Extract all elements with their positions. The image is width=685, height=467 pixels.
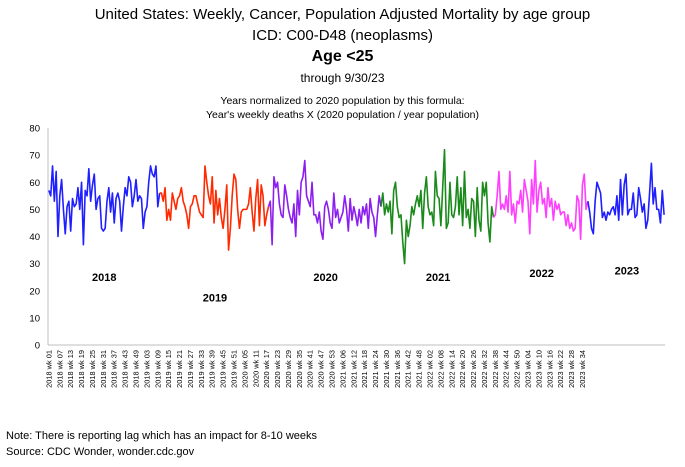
y-tick-label: 40 (29, 232, 40, 243)
x-tick-label: 2020 wk 35 (295, 350, 304, 388)
x-tick-label: 2020 wk 17 (262, 350, 271, 388)
source-note: Source: CDC Wonder, wonder.cdc.gov (6, 446, 195, 458)
normalization-note-1: Years normalized to 2020 population by t… (220, 95, 465, 107)
x-tick-label: 2022 wk 38 (491, 350, 500, 388)
x-tick-label: 2020 wk 05 (240, 350, 249, 388)
y-tick-label: 80 (29, 124, 40, 135)
x-tick-label: 2022 wk 50 (513, 350, 522, 388)
x-tick-label: 2020 wk 47 (317, 350, 326, 388)
chart-subtitle: ICD: C00-D48 (neoplasms) (252, 27, 433, 44)
x-tick-label: 2022 wk 08 (436, 350, 445, 388)
x-tick-label: 2019 wk 33 (197, 350, 206, 388)
x-tick-label: 2021 wk 18 (360, 350, 369, 388)
reporting-lag-note: Note: There is reporting lag which has a… (6, 430, 318, 442)
x-tick-label: 2023 wk 16 (545, 350, 554, 388)
x-tick-label: 2018 wk 25 (88, 350, 97, 388)
series-line-2023 (587, 162, 665, 235)
y-tick-label: 0 (35, 341, 40, 352)
y-tick-label: 10 (29, 313, 40, 324)
x-tick-label: 2023 wk 28 (567, 350, 576, 388)
series-line-2018 (48, 165, 161, 246)
x-tick-label: 2022 wk 44 (502, 350, 511, 388)
x-tick-label: 2023 wk 34 (578, 350, 587, 388)
x-tick-label: 2021 wk 48 (415, 350, 424, 388)
x-tick-label: 2019 wk 51 (230, 350, 239, 388)
x-tick-label: 2020 wk 29 (284, 350, 293, 388)
through-date: through 9/30/23 (300, 71, 385, 85)
x-tick-label: 2022 wk 20 (458, 350, 467, 388)
x-tick-label: 2019 wk 27 (186, 350, 195, 388)
x-tick-label: 2020 wk 23 (273, 350, 282, 388)
y-tick-label: 50 (29, 205, 40, 216)
x-tick-label: 2023 wk 04 (523, 350, 532, 388)
series-line-2019 (159, 165, 270, 251)
year-label-2018: 2018 (92, 272, 116, 284)
x-tick-label: 2020 wk 11 (251, 350, 260, 387)
series-line-2021 (380, 148, 495, 265)
x-tick-label: 2021 wk 30 (382, 350, 391, 388)
year-label-2019: 2019 (203, 293, 227, 305)
x-tick-label: 2018 wk 07 (55, 350, 64, 388)
x-tick-label: 2018 wk 01 (44, 350, 53, 388)
year-label-2023: 2023 (615, 265, 639, 277)
x-tick-label: 2023 wk 22 (556, 350, 565, 388)
x-tick-label: 2019 wk 09 (153, 350, 162, 388)
series-line-2020 (267, 159, 382, 246)
x-tick-label: 2018 wk 49 (132, 350, 141, 388)
x-tick-label: 2018 wk 37 (110, 350, 119, 388)
chart-title: United States: Weekly, Cancer, Populatio… (94, 6, 591, 23)
x-tick-label: 2018 wk 31 (99, 350, 108, 388)
x-tick-label: 2022 wk 14 (447, 350, 456, 388)
x-tick-label: 2021 wk 36 (393, 350, 402, 388)
x-tick-label: 2019 wk 39 (208, 350, 217, 388)
x-tick-label: 2020 wk 41 (306, 350, 315, 388)
y-tick-label: 70 (29, 151, 40, 162)
x-tick-label: 2019 wk 45 (219, 350, 228, 388)
x-tick-label: 2019 wk 21 (175, 350, 184, 388)
x-tick-label: 2022 wk 02 (425, 350, 434, 388)
normalization-note-2: Year's weekly deaths X (2020 population … (205, 109, 480, 121)
series-line-2022 (492, 159, 589, 241)
x-tick-label: 2021 wk 06 (338, 350, 347, 388)
y-tick-label: 20 (29, 286, 40, 297)
y-tick-label: 60 (29, 178, 40, 189)
year-label-2021: 2021 (426, 272, 450, 284)
x-tick-label: 2018 wk 43 (121, 350, 130, 388)
x-tick-label: 2019 wk 03 (142, 350, 151, 388)
x-tick-label: 2021 wk 42 (404, 350, 413, 388)
x-tick-label: 2018 wk 13 (66, 350, 75, 388)
x-tick-label: 2022 wk 32 (480, 350, 489, 388)
year-label-2022: 2022 (529, 268, 553, 280)
x-tick-label: 2018 wk 19 (77, 350, 86, 388)
y-tick-label: 30 (29, 259, 40, 270)
x-tick-label: 2019 wk 15 (164, 350, 173, 388)
age-group-label: Age <25 (311, 48, 374, 65)
year-label-2020: 2020 (313, 272, 337, 284)
x-tick-label: 2021 wk 24 (371, 350, 380, 388)
x-tick-label: 2021 wk 12 (349, 350, 358, 388)
x-tick-label: 2022 wk 26 (469, 350, 478, 388)
x-tick-label: 2023 wk 10 (534, 350, 543, 388)
x-tick-label: 2020 wk 53 (328, 350, 337, 388)
